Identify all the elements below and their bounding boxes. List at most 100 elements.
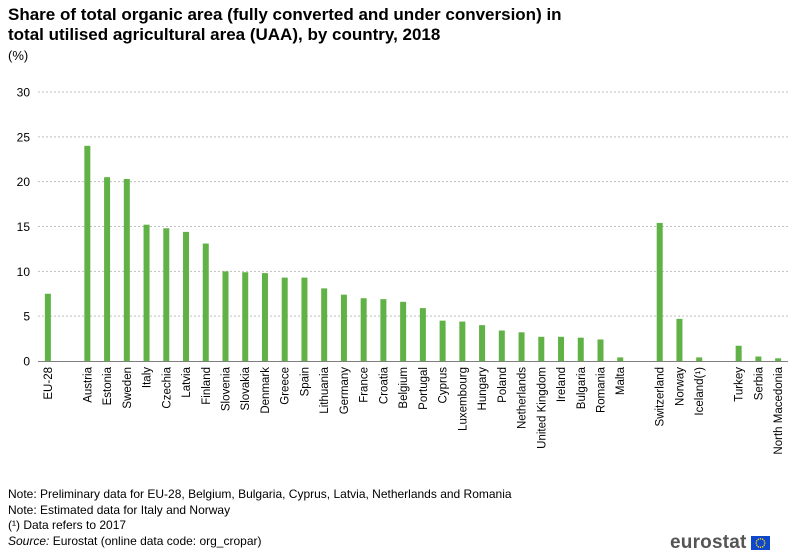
flag-star-icon [763,544,765,546]
flag-star-icon [761,545,763,548]
x-tick-label: Austria [82,366,94,402]
x-tick-label: Spain [299,367,311,396]
x-tick-label: Malta [615,366,627,395]
bar [617,357,624,361]
x-tick-label: Italy [142,367,154,388]
x-tick-label: Slovenia [221,366,233,411]
bar [518,332,525,361]
chart-title: Share of total organic area (fully conve… [8,5,708,45]
flag-star-icon [755,542,757,544]
bar [183,231,190,361]
flag-star-icon [755,540,758,542]
bar [360,298,367,361]
x-tick-label: Turkey [734,367,746,402]
y-tick-label: 30 [17,86,31,100]
bar-chart: 0 5 10 15 20 25 30 EU-28 Austria Estonia Sweden Ita… [17,86,788,455]
x-tick-label: Luxembourg [457,367,469,431]
bar [84,145,91,361]
x-tick-label: Iceland(¹) [694,367,706,416]
x-tick-label: Croatia [378,366,390,404]
bar [321,288,328,361]
x-tick-label: Netherlands [517,367,529,429]
note-footnote-1: (¹) Data refers to 2017 [8,518,127,532]
x-tick-label: France [359,367,371,403]
bar [419,308,426,361]
bar [340,294,347,361]
chart-title-line-2: total utilised agricultural area (UAA), … [8,25,441,44]
x-tick-label: Czechia [161,366,173,408]
source-text: Eurostat (online data code: org_cropar) [49,533,262,548]
bar [222,271,229,361]
source-line: Source: Eurostat (online data code: org_… [8,534,512,550]
bar [143,224,150,361]
bar [479,325,486,361]
x-tick-label: Cyprus [438,367,450,404]
bar [498,330,505,361]
bar [123,178,130,361]
x-tick-label: Norway [674,367,686,406]
x-tick-label: Hungary [477,367,489,411]
eu-flag-icon [750,536,770,550]
bar [775,358,782,361]
y-axis-unit: (%) [8,48,29,63]
x-tick-label: Germany [339,367,351,415]
flag-star-icon [761,538,763,541]
x-tick-label: Sweden [122,367,134,409]
flag-star-icon [763,540,765,542]
x-tick-label: Bulgaria [576,366,588,409]
bar [281,277,288,361]
x-tick-label: EU-28 [43,367,55,400]
bar [439,320,446,361]
bar [301,277,308,361]
x-tick-label: Serbia [753,366,765,400]
x-tick-label: Finland [201,367,213,405]
y-tick-label: 20 [17,175,31,189]
bar [538,336,545,361]
bar [44,293,51,361]
x-tick-label: Ireland [556,367,568,402]
y-tick-label: 15 [17,220,31,234]
bar [202,243,209,361]
flag-star-icon [759,546,761,549]
flag-star-icon [759,537,761,540]
y-tick-label: 10 [17,265,31,279]
bar [597,339,604,361]
note-preliminary: Note: Preliminary data for EU-28, Belgiu… [8,487,512,501]
bar [104,177,111,361]
y-tick-label: 5 [23,310,30,324]
x-tick-label: Switzerland [655,367,667,426]
bar [400,301,407,361]
bar [735,345,742,361]
eurostat-logo-text: eurostat [670,532,747,553]
x-tick-label: Estonia [102,366,114,405]
bar [242,272,249,361]
source-label: Source: [8,533,50,548]
x-tick-label: Belgium [398,367,410,409]
eurostat-logo: eurostat [670,532,770,554]
bar [696,357,703,361]
bar [558,336,565,361]
chart-title-line-1: Share of total organic area (fully conve… [8,5,562,24]
bar [656,222,663,361]
footnotes: Note: Preliminary data for EU-28, Belgiu… [8,487,512,549]
flag-star-icon [757,538,759,541]
bar [261,273,268,361]
bar [676,318,683,361]
note-estimated: Note: Estimated data for Italy and Norwa… [8,502,231,517]
x-tick-label: Greece [280,367,292,405]
x-tick-label: Slovakia [240,366,252,410]
flag-star-icon [763,542,766,544]
bar [380,299,387,361]
y-tick-label: 25 [17,130,31,144]
bar [755,356,762,361]
flag-star-icon [755,544,758,546]
x-tick-label: North Macedonia [773,366,785,454]
bar [163,228,170,361]
x-tick-label: Lithuania [319,366,331,413]
bar [577,337,584,361]
x-tick-label: Denmark [260,367,272,414]
flag-star-icon [757,545,759,548]
bar [459,321,466,361]
x-tick-label: Latvia [181,366,193,397]
x-tick-label: Poland [497,367,509,403]
